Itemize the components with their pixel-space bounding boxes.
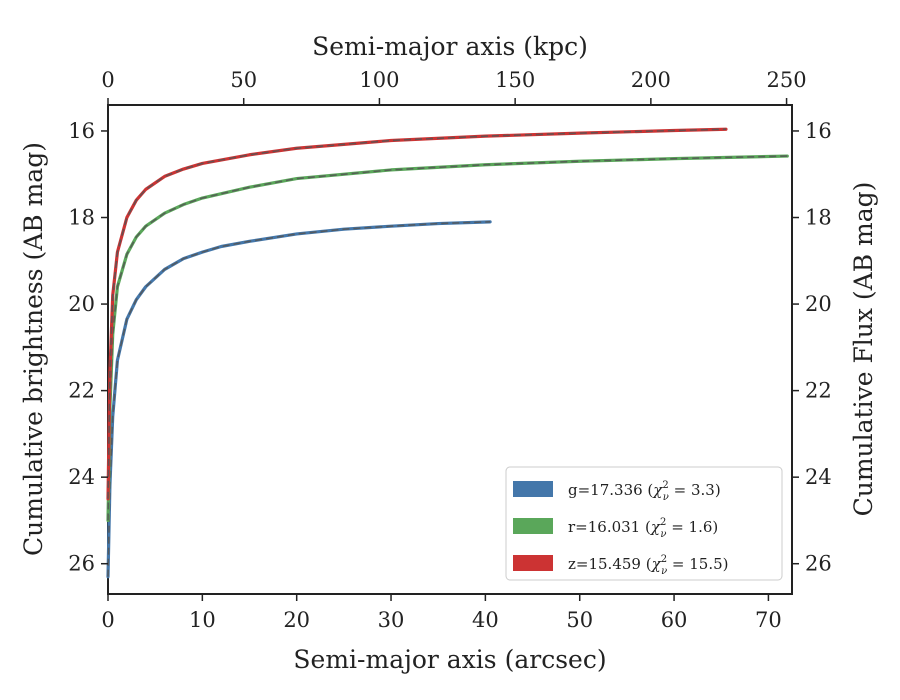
axes-layer: 0 10 20 30 40 50 60 700 50 100 150 200 2501618202224…	[68, 68, 831, 632]
y-tick-label: 18	[68, 206, 95, 230]
x-tick-label: 30	[378, 608, 405, 632]
fit-line-g	[107, 221, 491, 577]
right-y-tick-label: 24	[805, 465, 832, 489]
right-y-tick-label: 18	[805, 206, 832, 230]
curves-layer	[106, 127, 789, 579]
legend-chi-close: )	[712, 518, 718, 536]
plot-frame	[107, 104, 793, 595]
x-tick-label: 70	[755, 608, 782, 632]
y-tick-label: 16	[68, 119, 95, 143]
series-line-g	[106, 220, 492, 579]
legend-chi-prefix: (	[641, 555, 652, 573]
right-y-tick-label: 26	[805, 552, 832, 576]
legend-label: r=16.031 (χ2 ν = 1.6)	[568, 517, 718, 540]
x-tick-label: 20	[283, 608, 310, 632]
legend-swatch	[513, 518, 553, 534]
legend-chi-close: )	[723, 555, 729, 573]
x-tick-label: 60	[661, 608, 688, 632]
y-tick-label: 20	[68, 292, 95, 316]
y-tick-label: 24	[68, 465, 95, 489]
x-axis-title: Semi-major axis (arcsec)	[293, 645, 606, 674]
legend-value: r=16.031	[568, 518, 640, 536]
legend-chi-prefix: (	[643, 481, 654, 499]
legend-chi-prefix: (	[640, 518, 651, 536]
legend-chi-sub: ν	[663, 492, 669, 503]
legend-label: g=17.336 (χ2 ν = 3.3)	[568, 480, 721, 503]
y-tick-label: 26	[68, 552, 95, 576]
legend-box	[505, 466, 783, 581]
legend-chi-symbol: χ	[650, 518, 661, 536]
right-y-tick-label: 20	[805, 292, 832, 316]
legend-chi-sup: 2	[661, 554, 667, 565]
legend-chi-sub: ν	[661, 566, 667, 577]
legend-value: z=15.459	[568, 555, 641, 573]
legend-swatch	[513, 555, 553, 571]
legend-chi-symbol: χ	[652, 481, 663, 499]
legend-chi-sup: 2	[662, 480, 668, 491]
legend-chi-eq: =	[666, 518, 688, 536]
legend-chi-value: 15.5	[689, 555, 722, 573]
y-axis-title: Cumulative brightness (AB mag)	[19, 142, 48, 556]
top-x-tick-label: 200	[631, 68, 671, 92]
y-tick-label: 22	[68, 379, 95, 403]
x-tick-label: 40	[472, 608, 499, 632]
top-x-tick-label: 250	[767, 68, 807, 92]
top-x-axis-title: Semi-major axis (kpc)	[312, 32, 588, 61]
legend-chi-close: )	[715, 481, 721, 499]
legend-chi-eq: =	[669, 481, 691, 499]
legend-value: g=17.336	[568, 481, 643, 499]
right-y-axis-title: Cumulative Flux (AB mag)	[849, 182, 878, 517]
x-tick-label: 10	[189, 608, 216, 632]
x-tick-label: 0	[101, 608, 114, 632]
top-x-tick-label: 0	[101, 68, 114, 92]
legend-chi-symbol: χ	[651, 555, 662, 573]
legend-chi-value: 1.6	[689, 518, 713, 536]
legend-chi-sub: ν	[660, 529, 666, 540]
fit-line-r	[107, 155, 788, 521]
legend-chi-sup: 2	[660, 517, 666, 528]
legend-chi-value: 3.3	[691, 481, 715, 499]
legend-chi-eq: =	[667, 555, 689, 573]
right-y-tick-label: 16	[805, 119, 832, 143]
series-line-r	[106, 154, 789, 523]
legend: g=17.336 (χ2 ν = 3.3)r=16.031 (χ2 ν = 1.6)…	[505, 466, 783, 581]
series-line-z	[106, 127, 728, 501]
x-tick-label: 50	[566, 608, 593, 632]
top-x-tick-label: 100	[359, 68, 399, 92]
fit-line-z	[107, 128, 726, 499]
legend-swatch	[513, 481, 553, 497]
top-x-tick-label: 150	[495, 68, 535, 92]
legend-label: z=15.459 (χ2 ν = 15.5)	[568, 554, 729, 577]
right-y-tick-label: 22	[805, 379, 832, 403]
top-x-tick-label: 50	[230, 68, 257, 92]
